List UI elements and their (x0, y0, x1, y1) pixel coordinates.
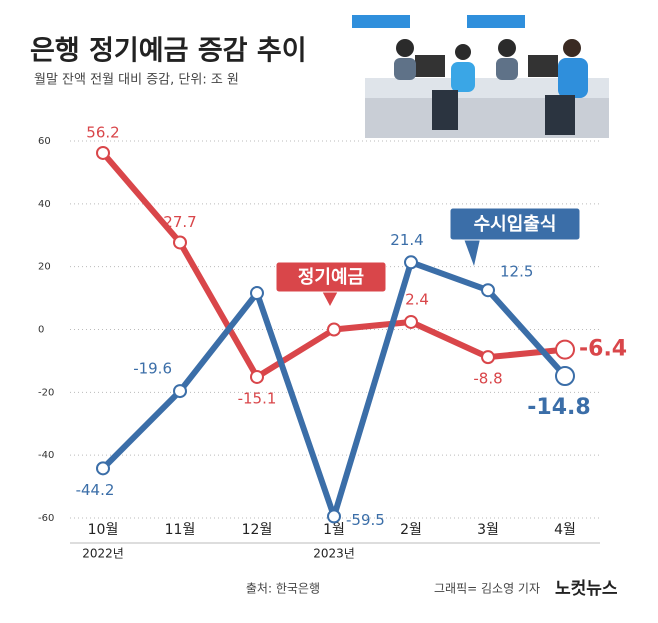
data-label: -8.8 (473, 370, 502, 388)
data-label: 21.4 (390, 231, 423, 249)
legend-pointer (322, 291, 338, 306)
data-point (404, 314, 418, 329)
credit: 그래픽= 김소영 기자 (434, 582, 540, 596)
y-tick-label: -20 (38, 387, 54, 398)
x-tick-label: 1월 (323, 522, 345, 538)
data-point (250, 369, 264, 384)
data-point (481, 283, 495, 298)
data-label: 12.5 (500, 263, 533, 281)
x-tick-label: 12월 (242, 522, 273, 538)
data-point (404, 255, 418, 270)
data-point (327, 509, 341, 524)
data-label: -19.6 (133, 360, 172, 378)
data-point (96, 145, 110, 160)
data-label: -44.2 (76, 481, 115, 499)
y-tick-label: 60 (38, 136, 51, 147)
data-label: 56.2 (86, 123, 119, 141)
year-label: 2023년 (313, 547, 355, 561)
y-tick-label: 40 (38, 199, 51, 210)
data-point (96, 461, 110, 476)
data-label: 2.4 (405, 290, 429, 308)
x-tick-label: 3월 (477, 522, 499, 538)
data-point (555, 339, 575, 360)
x-tick-label: 4월 (554, 522, 576, 538)
legend-box (449, 207, 581, 241)
legend-box (275, 261, 387, 293)
data-point (173, 235, 187, 250)
data-point (555, 365, 575, 386)
data-label: 27.7 (163, 213, 196, 231)
legend-label: 수시입출식 (474, 213, 557, 235)
legend-pointer (464, 239, 480, 266)
legend-label: 정기예금 (298, 267, 364, 288)
x-tick-label: 10월 (88, 522, 119, 538)
x-tick-label: 11월 (165, 522, 196, 538)
data-label: -59.5 (346, 511, 385, 529)
y-tick-label: 20 (38, 262, 51, 273)
year-label: 2022년 (82, 547, 124, 561)
logo: 노컷뉴스 (555, 579, 618, 599)
source: 출처: 한국은행 (246, 581, 320, 596)
data-point (481, 350, 495, 365)
y-tick-label: -40 (38, 450, 54, 461)
chart-title: 은행 정기예금 증감 추이 (30, 36, 307, 67)
y-tick-label: -60 (38, 513, 54, 524)
data-label: -6.4 (579, 337, 627, 362)
x-tick-label: 2월 (400, 522, 422, 538)
data-label: -14.8 (527, 395, 590, 420)
data-point (173, 384, 187, 399)
data-point (327, 322, 341, 337)
data-point (250, 286, 264, 301)
chart-subtitle: 월말 잔액 전월 대비 증감, 단위: 조 원 (34, 73, 239, 88)
illustration (352, 15, 609, 138)
y-tick-label: 0 (38, 325, 44, 336)
data-label: -15.1 (238, 389, 277, 407)
